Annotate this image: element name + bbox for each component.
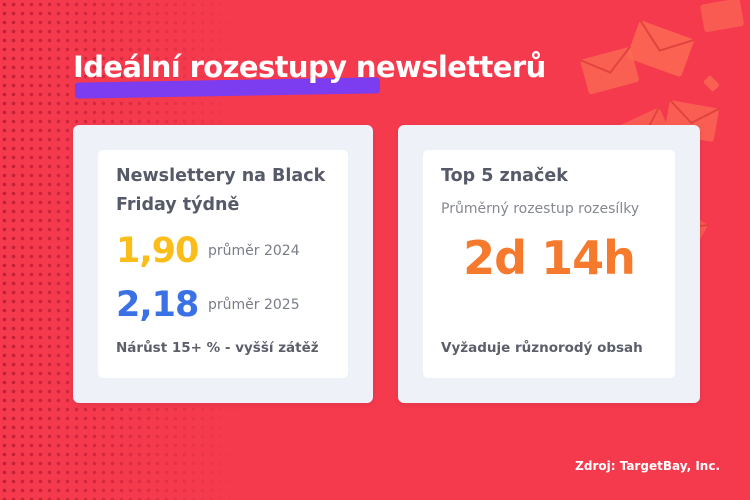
black-friday-card: Newslettery na Black Friday týdně 1,90 p…: [73, 125, 373, 403]
top-brands-card-inner: Top 5 značek Průměrný rozestup rozesílky…: [423, 150, 675, 378]
growth-note: Nárůst 15+ % - vyšší zátěž: [116, 340, 319, 356]
top-brands-card: Top 5 značek Průměrný rozestup rozesílky…: [398, 125, 700, 403]
stat-value-2024: 1,90: [116, 231, 199, 271]
envelope-icon: [700, 0, 744, 33]
card-heading: Newslettery na Black Friday týdně: [116, 166, 326, 215]
content-note: Vyžaduje různorodý obsah: [441, 340, 643, 356]
card-heading: Top 5 značek: [441, 166, 568, 186]
envelope-icon: [703, 75, 720, 92]
page-title: Ideální rozestupy newsletterů: [73, 50, 546, 84]
title-block: Ideální rozestupy newsletterů: [73, 50, 546, 99]
stat-row-2025: 2,18 průměr 2025: [116, 280, 330, 330]
stat-label-2025: průměr 2025: [208, 297, 300, 313]
stat-value-2025: 2,18: [116, 285, 199, 325]
black-friday-card-inner: Newslettery na Black Friday týdně 1,90 p…: [98, 150, 348, 378]
source-credit: Zdroj: TargetBay, Inc.: [575, 459, 720, 473]
stat-label-2024: průměr 2024: [208, 243, 300, 259]
envelope-icon: [579, 45, 639, 95]
interval-value: 2d 14h: [463, 231, 636, 285]
interval-label: Průměrný rozestup rozesílky: [441, 201, 640, 217]
envelope-icon: [627, 19, 695, 77]
stat-row-2024: 1,90 průměr 2024: [116, 226, 330, 276]
